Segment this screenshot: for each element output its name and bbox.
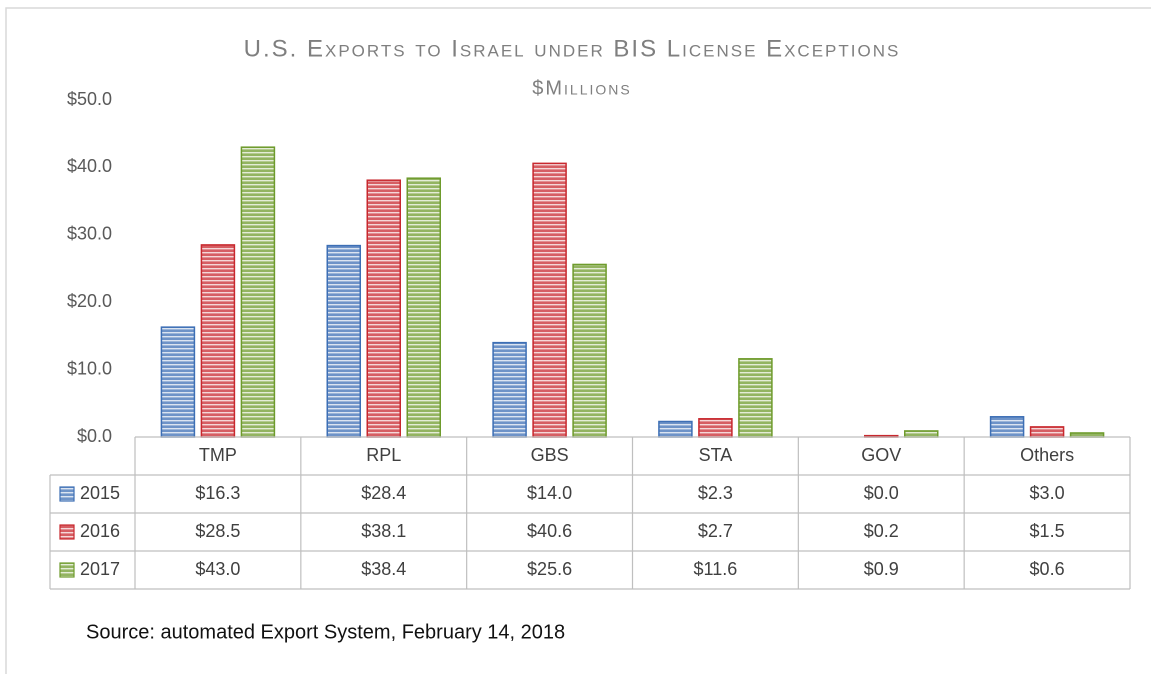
table-value: $25.6 xyxy=(527,559,572,579)
legend-label: 2016 xyxy=(80,521,120,541)
table-value: $40.6 xyxy=(527,521,572,541)
table-value: $1.5 xyxy=(1030,521,1065,541)
chart-title: U.S. Exports to Israel under BIS License… xyxy=(244,35,901,62)
bar xyxy=(532,162,567,438)
legend-label: 2015 xyxy=(80,483,120,503)
table-value: $43.0 xyxy=(195,559,240,579)
bar xyxy=(160,326,196,438)
bar xyxy=(1069,432,1105,438)
y-tick-label: $40.0 xyxy=(67,156,112,176)
table-value: $2.3 xyxy=(698,483,733,503)
table-value: $0.6 xyxy=(1030,559,1065,579)
table-value: $14.0 xyxy=(527,483,572,503)
bar xyxy=(326,244,361,438)
bar xyxy=(658,420,693,438)
bar xyxy=(572,263,607,438)
bar xyxy=(200,244,236,438)
bar xyxy=(492,341,527,438)
bar xyxy=(698,418,733,438)
y-tick-label: $10.0 xyxy=(67,358,112,378)
table-value: $28.4 xyxy=(361,483,406,503)
source-note: Source: automated Export System, Februar… xyxy=(86,621,565,643)
x-tick-label: Others xyxy=(1020,445,1074,465)
x-tick-label: RPL xyxy=(366,445,401,465)
legend-key xyxy=(59,486,75,502)
table-value: $28.5 xyxy=(195,521,240,541)
y-tick-label: $0.0 xyxy=(77,426,112,446)
legend-key xyxy=(59,562,75,578)
table-value: $11.6 xyxy=(694,559,738,579)
bar xyxy=(989,416,1025,438)
x-tick-label: GOV xyxy=(861,445,901,465)
legend-label: 2017 xyxy=(80,559,120,579)
table-value: $38.1 xyxy=(361,521,406,541)
table-value: $38.4 xyxy=(361,559,406,579)
bar xyxy=(406,177,441,438)
y-tick-label: $50.0 xyxy=(67,89,112,109)
legend-key xyxy=(59,524,75,540)
table-value: $0.0 xyxy=(864,483,899,503)
y-tick-label: $30.0 xyxy=(67,224,112,244)
table-value: $3.0 xyxy=(1030,483,1065,503)
x-tick-label: STA xyxy=(699,445,733,465)
y-tick-label: $20.0 xyxy=(67,291,112,311)
table-value: $0.2 xyxy=(864,521,899,541)
bar xyxy=(904,430,939,438)
chart-subtitle: $Millions xyxy=(532,77,631,99)
bar xyxy=(738,358,773,438)
table-value: $0.9 xyxy=(864,559,899,579)
frame xyxy=(5,7,1151,674)
bar xyxy=(366,179,401,438)
bar xyxy=(240,146,276,438)
x-tick-label: GBS xyxy=(531,445,569,465)
x-tick-label: TMP xyxy=(199,445,237,465)
table-value: $2.7 xyxy=(698,521,733,541)
table-value: $16.3 xyxy=(195,483,240,503)
bar xyxy=(1029,426,1065,438)
